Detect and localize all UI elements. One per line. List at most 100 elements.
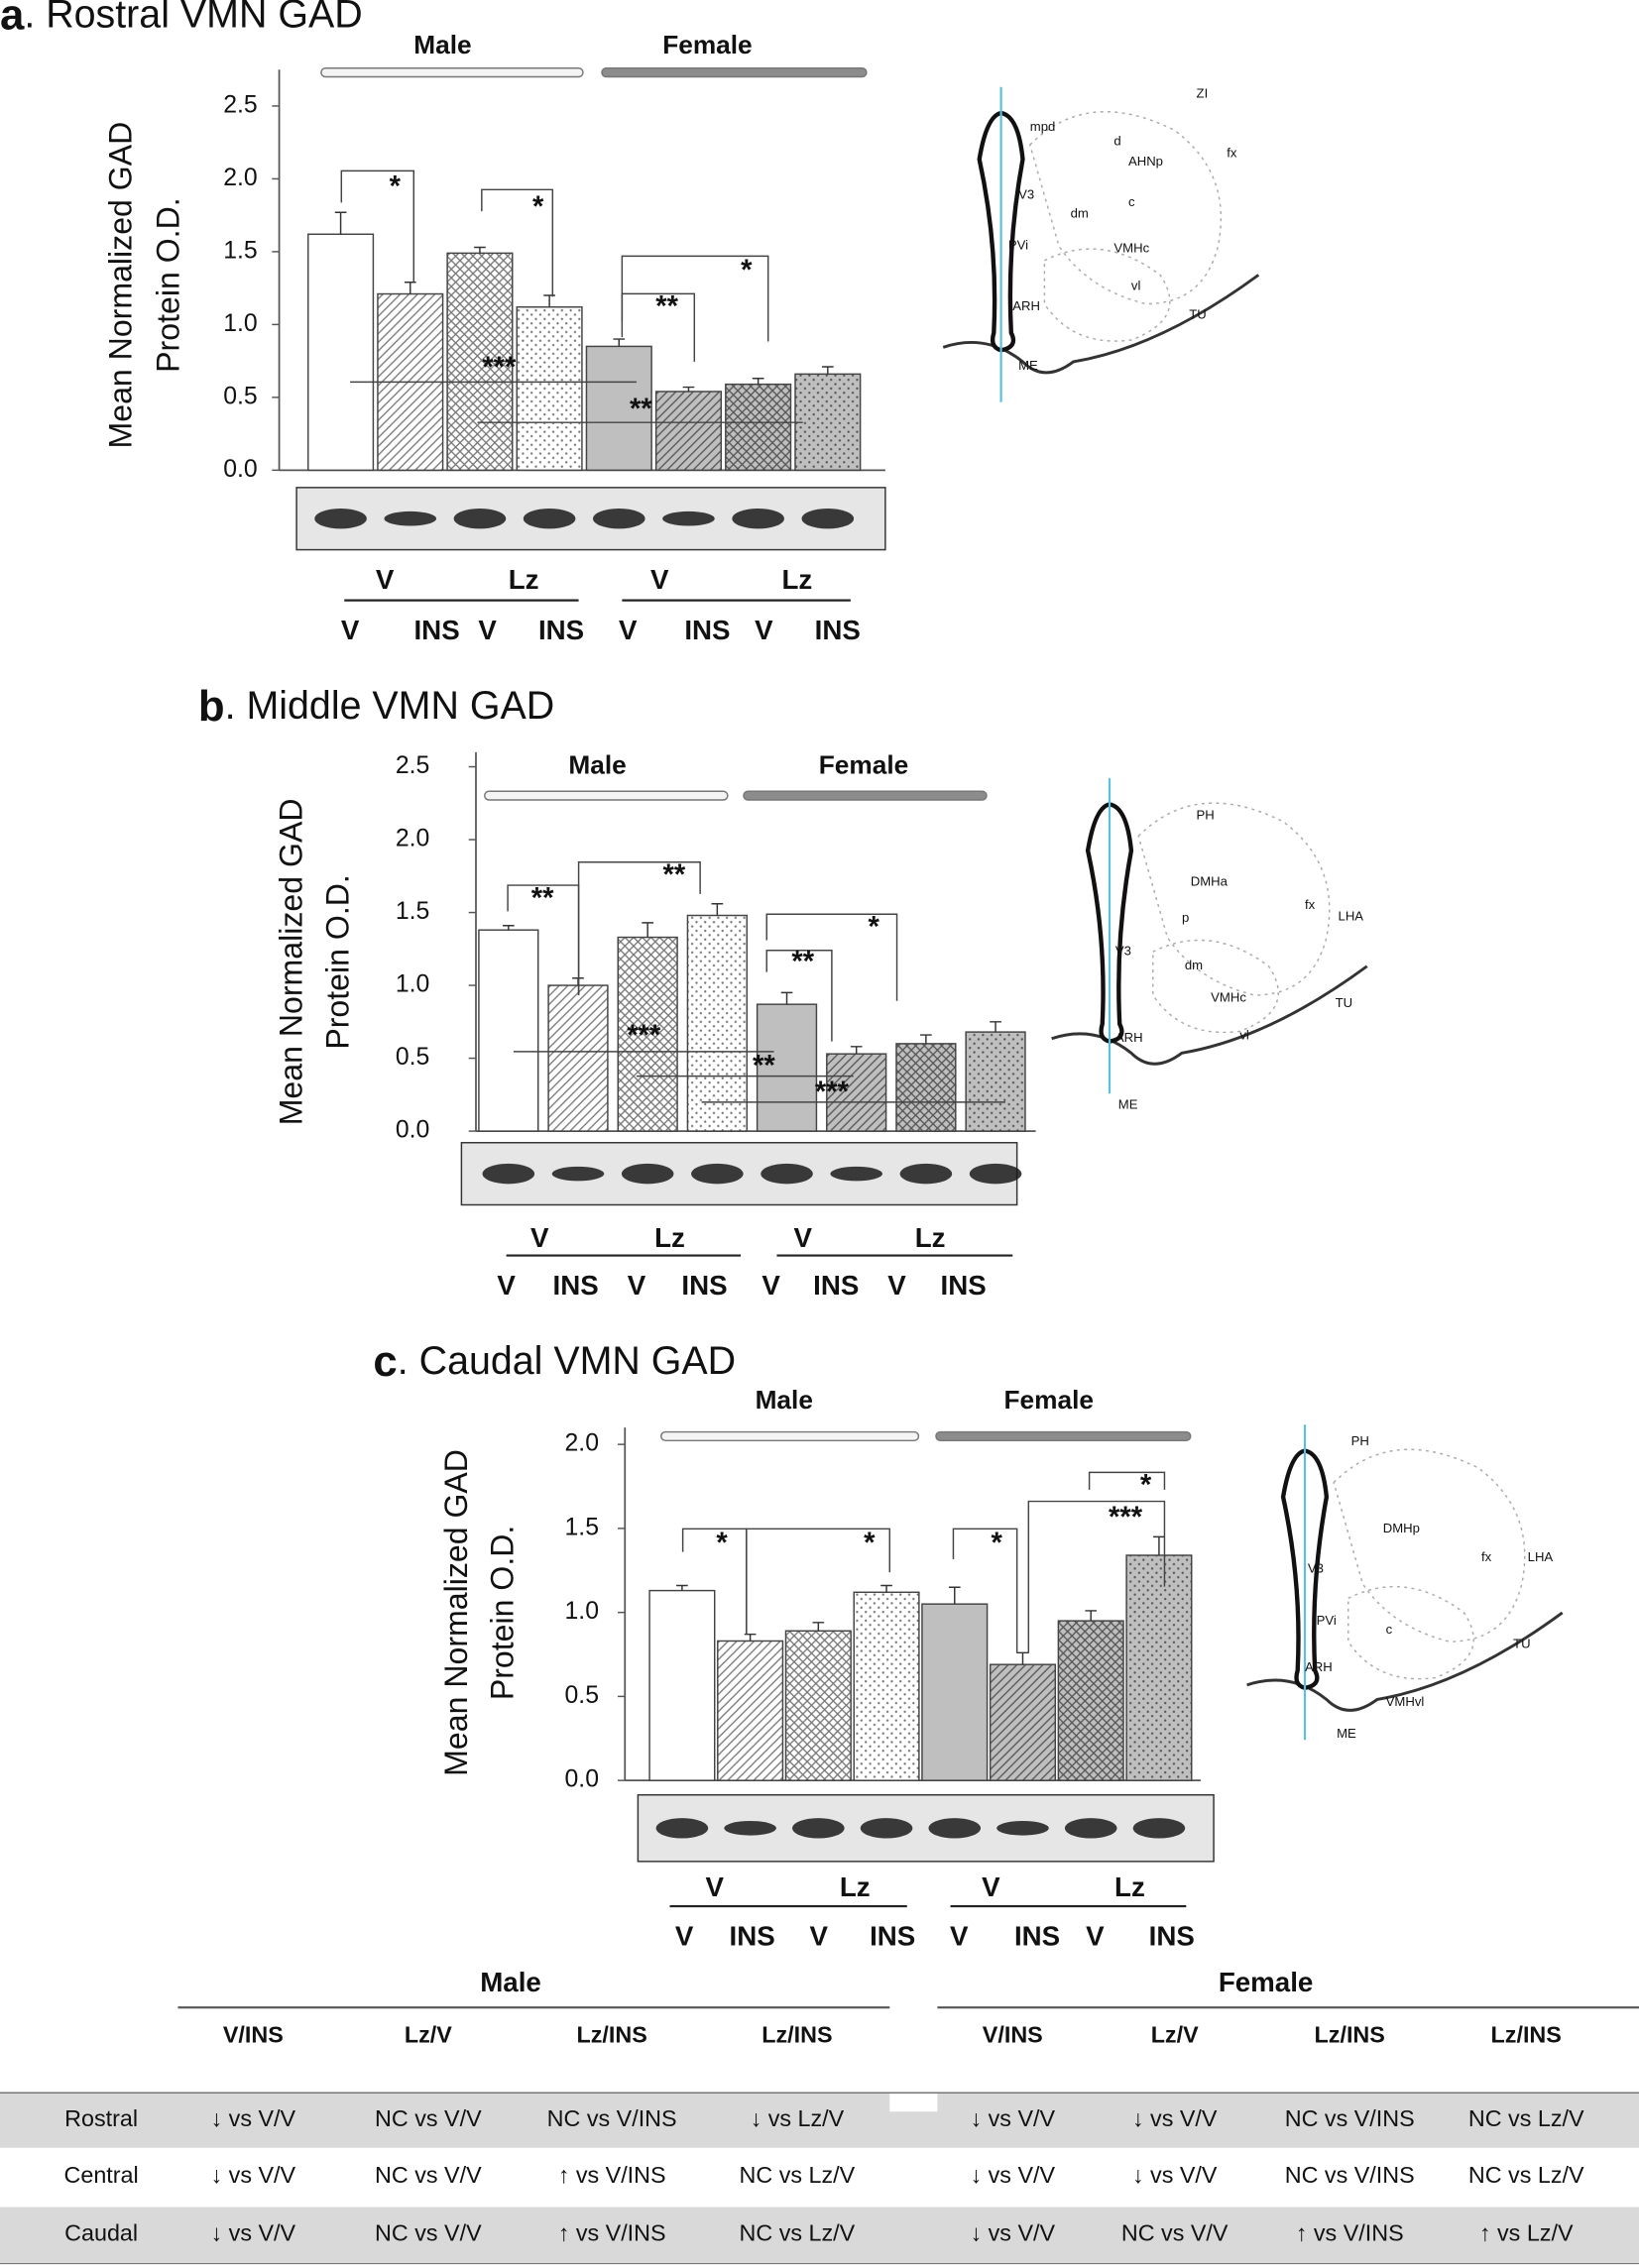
atlas-label: vl [1131, 279, 1141, 293]
significance-label: * [992, 1528, 1003, 1559]
x-group-label: V [982, 1871, 1000, 1902]
bar [307, 233, 375, 472]
error-bar [1016, 1651, 1029, 1665]
table-cell: NC vs Lz/V [1468, 2105, 1584, 2131]
atlas-region [1137, 802, 1331, 996]
bar [965, 1031, 1026, 1132]
atlas-label: ME [1118, 1096, 1138, 1111]
bar [794, 373, 862, 472]
table-cell: ↑ vs V/INS [1296, 2219, 1404, 2245]
panel-letter: b [198, 682, 225, 731]
significance-bracket [1088, 1471, 1166, 1490]
significance-bracket [746, 1528, 890, 1635]
y-tick-label: 1.5 [223, 237, 257, 264]
blot-band [1064, 1818, 1117, 1839]
atlas-region [1043, 248, 1171, 342]
group-bar [743, 790, 988, 801]
blot-band [928, 1818, 982, 1839]
error-bar [780, 991, 793, 1005]
bar [516, 306, 583, 472]
error-bar [613, 338, 626, 347]
atlas-border [1051, 964, 1368, 1066]
atlas-label: AHNp [1128, 154, 1163, 169]
y-axis-label: Mean Normalized GAD [438, 1449, 474, 1776]
panel-title-text: . Rostral VMN GAD [24, 0, 362, 37]
table-row-label: Rostral [64, 2105, 138, 2131]
atlas-label: VMHc [1211, 989, 1246, 1004]
table-cell: ↓ vs V/V [1132, 2105, 1218, 2131]
error-bar [682, 386, 695, 392]
atlas-region [1152, 939, 1279, 1034]
table-cell: ↓ vs V/V [1132, 2162, 1218, 2188]
table-cell: ↑ vs V/INS [558, 2219, 666, 2245]
x-group-label: Lz [781, 564, 812, 595]
panel-title-text: . Caudal VMN GAD [398, 1339, 736, 1383]
y-tick-label: 0.5 [565, 1682, 599, 1709]
table-column-header: Lz/INS [1491, 2022, 1562, 2048]
significance-label: *** [1109, 1502, 1143, 1533]
atlas-label: fx [1227, 145, 1237, 160]
x-tick-label: INS [413, 615, 459, 645]
table-cell: NC vs V/INS [1285, 2162, 1415, 2188]
atlas-label: TU [1336, 995, 1353, 1010]
x-tick-label: INS [1149, 1921, 1195, 1952]
significance-label: * [716, 1528, 728, 1559]
x-tick-label: V [761, 1270, 780, 1301]
error-bar [502, 925, 515, 931]
group-header: Male [568, 749, 626, 779]
y-tick-label: 0.0 [396, 1117, 429, 1144]
bar [826, 1053, 887, 1132]
atlas-label: PH [1197, 807, 1215, 822]
group-bar [601, 67, 868, 78]
error-bar [711, 903, 724, 916]
bar [989, 1663, 1057, 1781]
atlas-region [1028, 110, 1223, 305]
x-tick-label: V [675, 1921, 694, 1952]
table-cell: ↓ vs V/V [211, 2219, 296, 2245]
error-bar [744, 1633, 757, 1642]
y-axis-label: Mean Normalized GAD [274, 798, 309, 1125]
bar [725, 383, 792, 472]
blot-band [969, 1163, 1022, 1185]
group-header: Female [819, 749, 908, 779]
y-tick-label: 0.0 [223, 456, 257, 483]
atlas-label: c [1386, 1622, 1393, 1637]
y-tick-label: 0.0 [565, 1766, 599, 1793]
table-column-header: Lz/INS [576, 2022, 646, 2048]
significance-label: ** [630, 394, 652, 425]
blot-band [621, 1163, 674, 1185]
x-tick-label: INS [553, 1270, 599, 1301]
atlas-label: ARH [1115, 1030, 1143, 1045]
atlas-border [1246, 1611, 1564, 1712]
y-axis-label: Protein O.D. [319, 874, 355, 1050]
blot-band [724, 1821, 776, 1836]
bar [446, 252, 514, 472]
significance-bracket [1027, 1500, 1166, 1653]
y-tick-label: 1.0 [223, 310, 257, 337]
bar [478, 929, 539, 1132]
significance-label: ** [791, 947, 814, 978]
blot-band [593, 509, 645, 529]
x-group-label: V [650, 564, 669, 595]
group-header: Male [413, 30, 471, 59]
blot-band [761, 1163, 813, 1185]
atlas-label: d [1113, 134, 1120, 149]
table-cell: NC vs Lz/V [740, 2162, 856, 2188]
atlas-label: LHA [1339, 909, 1364, 924]
blot-band [732, 509, 784, 529]
error-bar [990, 1021, 1001, 1033]
error-bar [948, 1586, 961, 1605]
table-cell: NC vs Lz/V [740, 2219, 856, 2245]
x-tick-label: INS [538, 615, 584, 645]
error-bar [334, 211, 347, 235]
significance-bracket [577, 860, 701, 995]
panel-title-text: . Middle VMN GAD [225, 684, 555, 728]
panel-letter: c [373, 1337, 397, 1386]
atlas-label: VMHc [1113, 241, 1149, 256]
atlas-label: V3 [1308, 1561, 1324, 1576]
blot-band [314, 509, 367, 529]
x-group-label: V [705, 1871, 724, 1902]
table-gap [889, 2093, 938, 2112]
error-bar [821, 366, 834, 375]
